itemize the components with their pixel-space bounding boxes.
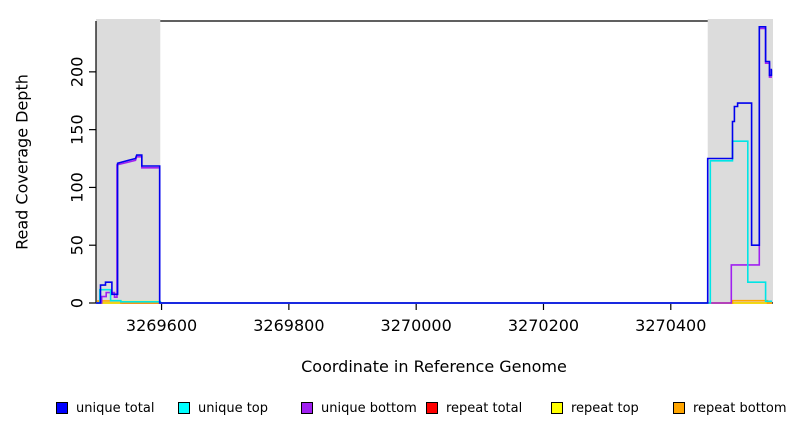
y-tick-label: 50 xyxy=(68,235,87,255)
legend-swatch-icon xyxy=(56,402,68,414)
legend-item-unique-top: unique top xyxy=(178,398,268,418)
x-tick-label: 3269800 xyxy=(253,316,324,335)
legend-item-repeat-top: repeat top xyxy=(551,398,639,418)
y-axis-title: Read Coverage Depth xyxy=(12,74,32,250)
legend-label: repeat bottom xyxy=(693,400,787,416)
legend-swatch-icon xyxy=(551,402,563,414)
legend-label: unique total xyxy=(76,400,155,416)
legend-item-repeat-bottom: repeat bottom xyxy=(673,398,787,418)
x-tick-label: 3270400 xyxy=(635,316,706,335)
legend-label: repeat total xyxy=(446,400,523,416)
legend-swatch-icon xyxy=(673,402,685,414)
legend-label: unique top xyxy=(198,400,269,416)
legend-item-unique-total: unique total xyxy=(56,398,154,418)
x-tick-label: 3270000 xyxy=(381,316,452,335)
series-unique-bottom xyxy=(96,27,772,304)
legend-item-repeat-total: repeat total xyxy=(426,398,522,418)
legend-swatch-icon xyxy=(301,402,313,414)
y-tick-label: 0 xyxy=(68,298,87,308)
y-tick-label: 100 xyxy=(68,172,87,203)
x-tick-label: 3270200 xyxy=(508,316,579,335)
series-unique-total xyxy=(96,25,773,304)
legend-label: repeat top xyxy=(571,400,639,416)
legend-label: unique bottom xyxy=(321,400,417,416)
legend-swatch-icon xyxy=(426,402,438,414)
series-unique-top xyxy=(96,140,772,304)
legend: unique total unique top unique bottom repea… xyxy=(0,398,792,420)
y-tick-label: 150 xyxy=(68,114,87,145)
x-axis-title: Coordinate in Reference Genome xyxy=(301,357,567,376)
y-tick-label: 200 xyxy=(68,57,87,88)
legend-swatch-icon xyxy=(178,402,190,414)
legend-item-unique-bottom: unique bottom xyxy=(301,398,417,418)
x-tick-label: 3269600 xyxy=(126,316,197,335)
